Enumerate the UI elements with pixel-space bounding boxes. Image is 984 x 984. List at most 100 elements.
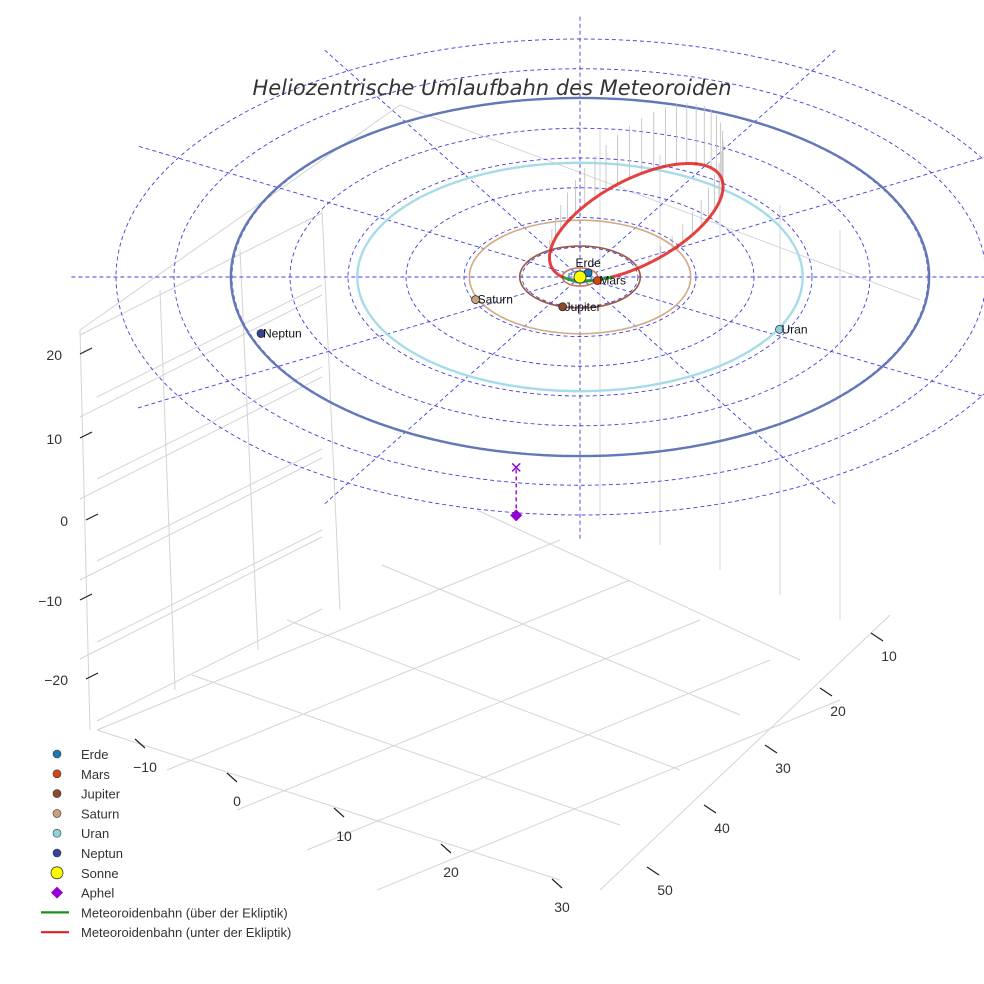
legend-label: Mars xyxy=(81,767,110,782)
planet-label: Uran xyxy=(782,322,808,336)
y-tick-label: 40 xyxy=(714,820,730,836)
wall-post xyxy=(159,289,176,691)
planet-erde: Erde xyxy=(575,256,601,278)
y-tick: 20 xyxy=(819,687,846,719)
x-tick: 30 xyxy=(551,878,570,915)
legend-swatch xyxy=(52,848,62,858)
planet-label: Saturn xyxy=(478,293,513,307)
wall-z-line xyxy=(96,529,323,643)
aphel-marker xyxy=(510,462,523,522)
legend-label: Erde xyxy=(81,747,108,762)
wall-post xyxy=(79,329,91,731)
legend-label: Neptun xyxy=(81,846,123,861)
y-tick: 30 xyxy=(764,744,791,776)
floor-line xyxy=(96,539,561,731)
floor-line xyxy=(376,699,841,891)
x-tick-mark xyxy=(134,738,146,749)
meteoroid-orbit-below xyxy=(610,162,725,279)
planet-marker xyxy=(471,295,480,304)
orbit-jupiter xyxy=(518,245,642,309)
planet-mars: Mars xyxy=(593,274,626,288)
wall-z-line xyxy=(96,608,323,722)
z-tick-mark xyxy=(79,431,93,439)
x-tick-label: 0 xyxy=(233,793,241,809)
y-tick: 40 xyxy=(703,804,730,836)
legend-entry: Sonne xyxy=(50,866,119,881)
y-tick-mark xyxy=(819,687,833,697)
floor-line xyxy=(96,729,561,881)
z-tick-mark xyxy=(79,347,93,355)
planet-uran: Uran xyxy=(775,322,808,336)
planet-marker xyxy=(593,276,602,285)
legend-label: Saturn xyxy=(81,806,119,821)
legend-entry: Neptun xyxy=(52,846,123,861)
legend-swatch xyxy=(52,809,62,818)
polar-spoke xyxy=(324,49,836,505)
y-tick-label: 30 xyxy=(775,760,791,776)
x-tick-mark xyxy=(440,843,452,854)
x-tick-label: 20 xyxy=(443,864,459,880)
legend-label: Jupiter xyxy=(81,787,121,802)
legend-label: Uran xyxy=(81,826,109,841)
z-tick: 10 xyxy=(46,431,93,447)
legend-entry: Mars xyxy=(52,767,110,782)
legend-entry: Aphel xyxy=(51,886,114,901)
z-tick: −10 xyxy=(38,593,93,609)
floor-line xyxy=(191,674,621,826)
legend-swatch xyxy=(52,789,62,798)
z-tick: 20 xyxy=(46,347,93,363)
floor-line xyxy=(306,659,771,851)
chart-title: Heliozentrische Umlaufbahn des Meteoroid… xyxy=(252,76,731,100)
wall-z-line xyxy=(79,536,323,660)
legend: Erde Mars Jupiter Saturn Uran Neptun Sonne Aphe… xyxy=(41,747,291,940)
wall-z-line xyxy=(79,212,323,336)
orbit-neptun xyxy=(229,96,931,458)
x-tick-label: 10 xyxy=(336,828,352,844)
x-tick: 10 xyxy=(333,807,352,844)
planet-label: Mars xyxy=(599,274,626,288)
orbit-drop-lines xyxy=(549,103,724,271)
y-tick-label: 50 xyxy=(657,882,673,898)
x-tick: 0 xyxy=(226,772,241,809)
wall-z-line xyxy=(79,457,323,581)
y-tick-mark xyxy=(703,804,717,814)
planet-label: Erde xyxy=(575,256,601,270)
planet-label: Neptun xyxy=(263,327,302,341)
legend-label: Aphel xyxy=(81,886,114,901)
x-tick-label: 30 xyxy=(554,899,570,915)
orbit-saturn xyxy=(468,219,692,335)
z-tick-mark xyxy=(85,513,99,521)
sun-marker xyxy=(573,270,587,284)
legend-swatch xyxy=(50,866,64,880)
wall-post xyxy=(239,249,259,651)
axis-ticks: 20 10 0 −10 −20 −10 0 10 20 30 10 20 30 40 50 xyxy=(38,347,897,915)
aphel-projection-x xyxy=(511,462,521,472)
y-tick: 10 xyxy=(870,632,897,664)
planet-jupiter: Jupiter xyxy=(558,300,601,314)
axis-grid xyxy=(79,104,921,891)
legend-entry: Jupiter xyxy=(52,787,121,802)
y-tick: 50 xyxy=(646,866,673,898)
planet-neptun: Neptun xyxy=(256,327,302,341)
floor-line xyxy=(476,509,801,661)
z-tick: −20 xyxy=(44,672,99,688)
floor-line xyxy=(236,619,701,811)
planet-label: Jupiter xyxy=(565,300,601,314)
z-tick-label: 0 xyxy=(60,513,68,529)
legend-entry: Meteoroidenbahn (über der Ekliptik) xyxy=(41,905,288,920)
z-tick-mark xyxy=(85,672,99,680)
planet-saturn: Saturn xyxy=(471,293,513,307)
x-tick: −10 xyxy=(133,738,157,775)
z-tick-label: −10 xyxy=(38,593,62,609)
legend-entry: Erde xyxy=(52,747,108,762)
legend-entry: Saturn xyxy=(52,806,119,821)
legend-swatch xyxy=(52,828,62,838)
meteoroid-orbit-below xyxy=(548,162,698,279)
floor-line xyxy=(286,619,681,771)
x-tick-label: −10 xyxy=(133,759,157,775)
planet-marker xyxy=(775,325,784,334)
legend-label: Sonne xyxy=(81,866,119,881)
planet-marker xyxy=(558,302,567,312)
z-tick-label: −20 xyxy=(44,672,68,688)
